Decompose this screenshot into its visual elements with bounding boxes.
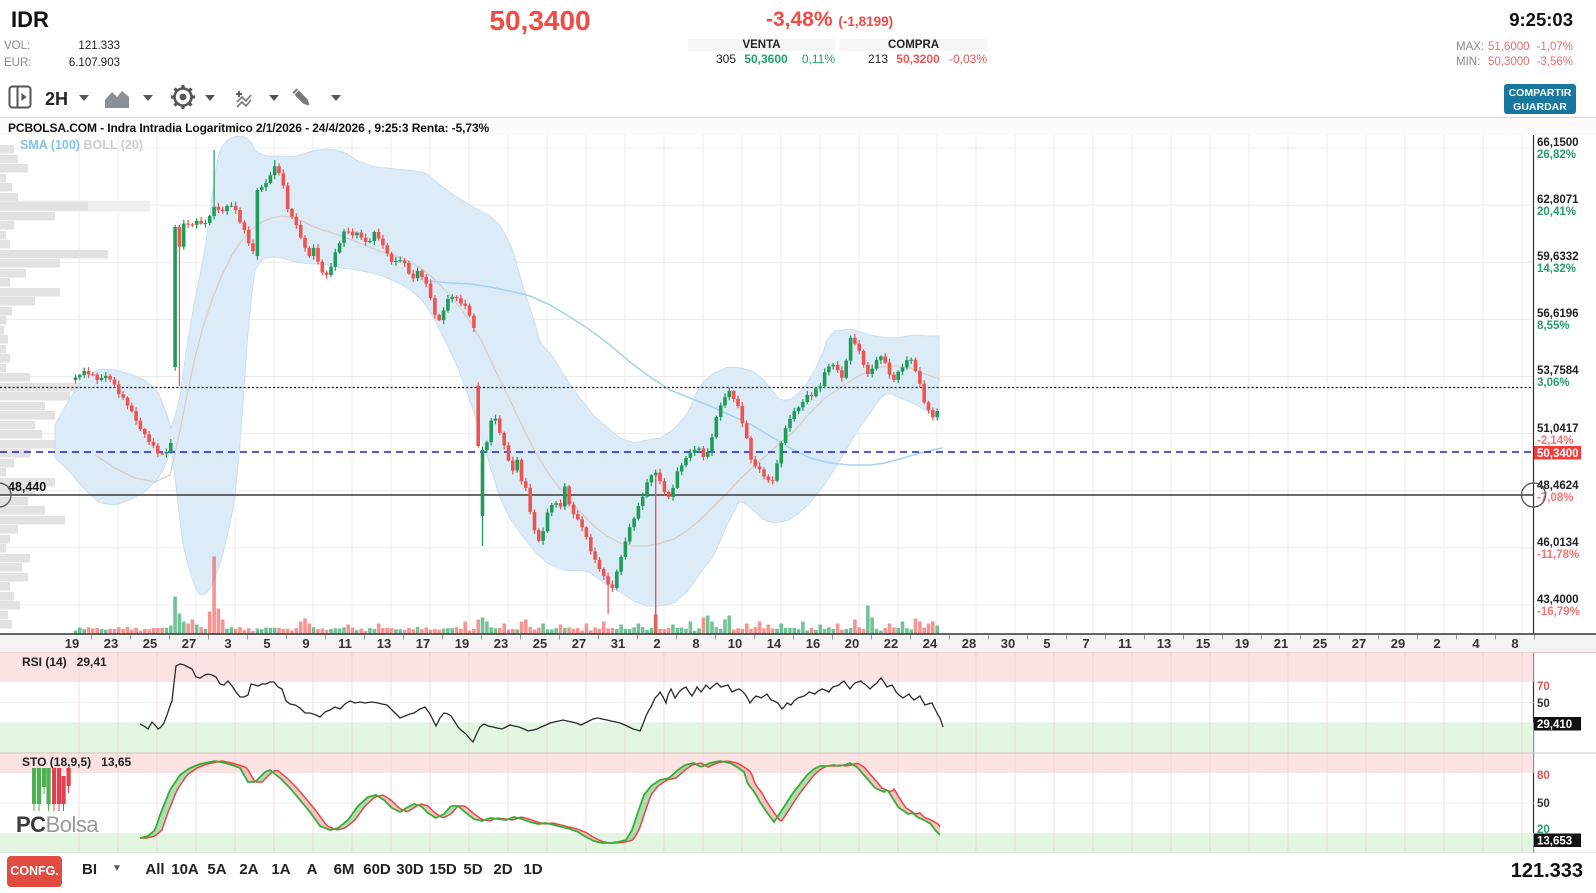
- svg-text:2: 2: [653, 636, 660, 651]
- svg-text:14: 14: [767, 636, 782, 651]
- svg-text:17: 17: [416, 636, 430, 651]
- svg-text:26,82%: 26,82%: [1537, 149, 1576, 161]
- svg-text:20: 20: [845, 636, 859, 651]
- svg-text:23: 23: [104, 636, 118, 651]
- svg-text:48,4624: 48,4624: [1537, 480, 1579, 492]
- svg-text:66,1500: 66,1500: [1537, 137, 1579, 149]
- svg-text:20,41%: 20,41%: [1537, 206, 1576, 218]
- svg-text:29: 29: [1391, 636, 1405, 651]
- svg-text:30: 30: [1001, 636, 1015, 651]
- svg-text:43,4000: 43,4000: [1537, 594, 1579, 606]
- svg-text:24: 24: [923, 636, 938, 651]
- svg-text:13: 13: [1157, 636, 1171, 651]
- svg-text:19: 19: [65, 636, 79, 651]
- svg-text:14,32%: 14,32%: [1537, 263, 1576, 275]
- svg-text:50: 50: [1537, 698, 1550, 710]
- svg-text:23: 23: [494, 636, 508, 651]
- svg-text:27: 27: [1352, 636, 1366, 651]
- svg-text:22: 22: [884, 636, 898, 651]
- svg-text:27: 27: [182, 636, 196, 651]
- svg-text:27: 27: [572, 636, 586, 651]
- svg-text:31: 31: [611, 636, 625, 651]
- svg-text:11: 11: [338, 636, 352, 651]
- svg-text:21: 21: [1274, 636, 1288, 651]
- svg-text:80: 80: [1537, 770, 1550, 782]
- svg-text:70: 70: [1537, 681, 1550, 693]
- svg-text:25: 25: [533, 636, 547, 651]
- svg-text:10: 10: [728, 636, 742, 651]
- svg-text:20: 20: [1537, 824, 1550, 836]
- svg-text:8,55%: 8,55%: [1537, 320, 1570, 332]
- svg-text:56,6196: 56,6196: [1537, 308, 1579, 320]
- svg-text:8: 8: [1511, 636, 1518, 651]
- svg-text:3: 3: [224, 636, 231, 651]
- svg-text:RSI (14) 29,41: RSI (14) 29,41: [22, 655, 107, 669]
- svg-text:13: 13: [377, 636, 391, 651]
- svg-text:25: 25: [143, 636, 157, 651]
- svg-text:29,410: 29,410: [1537, 719, 1572, 731]
- svg-text:-2,14%: -2,14%: [1537, 435, 1573, 447]
- svg-text:46,0134: 46,0134: [1537, 537, 1579, 549]
- svg-text:51,0417: 51,0417: [1537, 423, 1579, 435]
- svg-text:48,440: 48,440: [8, 480, 46, 494]
- svg-text:5: 5: [1043, 636, 1050, 651]
- svg-text:13,653: 13,653: [1537, 836, 1572, 848]
- svg-text:19: 19: [1235, 636, 1249, 651]
- svg-text:28: 28: [962, 636, 976, 651]
- svg-text:19: 19: [455, 636, 469, 651]
- svg-text:25: 25: [1313, 636, 1327, 651]
- svg-text:7: 7: [1082, 636, 1089, 651]
- svg-text:8: 8: [692, 636, 699, 651]
- svg-text:2H: 2H: [45, 89, 68, 109]
- svg-text:-11,78%: -11,78%: [1537, 549, 1579, 561]
- svg-text:2: 2: [1433, 636, 1440, 651]
- svg-text:62,8071: 62,8071: [1537, 194, 1579, 206]
- svg-text:STO (18,9,5) 13,65: STO (18,9,5) 13,65: [22, 755, 131, 769]
- svg-text:11: 11: [1118, 636, 1132, 651]
- svg-text:16: 16: [806, 636, 820, 651]
- svg-text:50: 50: [1537, 798, 1550, 810]
- svg-text:5: 5: [263, 636, 270, 651]
- svg-text:53,7584: 53,7584: [1537, 365, 1579, 377]
- svg-text:50,3400: 50,3400: [1537, 448, 1579, 460]
- svg-text:4: 4: [1472, 636, 1480, 651]
- svg-text:59,6332: 59,6332: [1537, 251, 1579, 263]
- svg-text:PCBolsa: PCBolsa: [16, 812, 99, 837]
- svg-text:-16,79%: -16,79%: [1537, 606, 1580, 618]
- svg-text:15: 15: [1196, 636, 1210, 651]
- svg-text:9: 9: [302, 636, 309, 651]
- svg-text:3,06%: 3,06%: [1537, 377, 1570, 389]
